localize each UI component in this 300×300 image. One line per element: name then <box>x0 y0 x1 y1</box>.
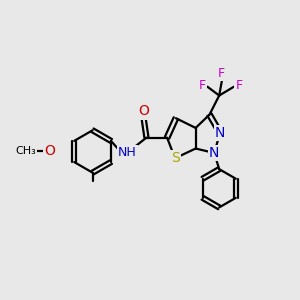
Text: O: O <box>138 104 149 118</box>
Text: F: F <box>236 79 243 92</box>
Text: F: F <box>199 79 206 92</box>
Text: N: N <box>209 146 219 160</box>
Text: O: O <box>44 145 55 158</box>
Text: N: N <box>215 126 225 140</box>
Text: S: S <box>171 151 179 165</box>
Text: F: F <box>218 67 225 80</box>
Text: CH₃: CH₃ <box>15 146 36 157</box>
Text: NH: NH <box>118 146 137 159</box>
